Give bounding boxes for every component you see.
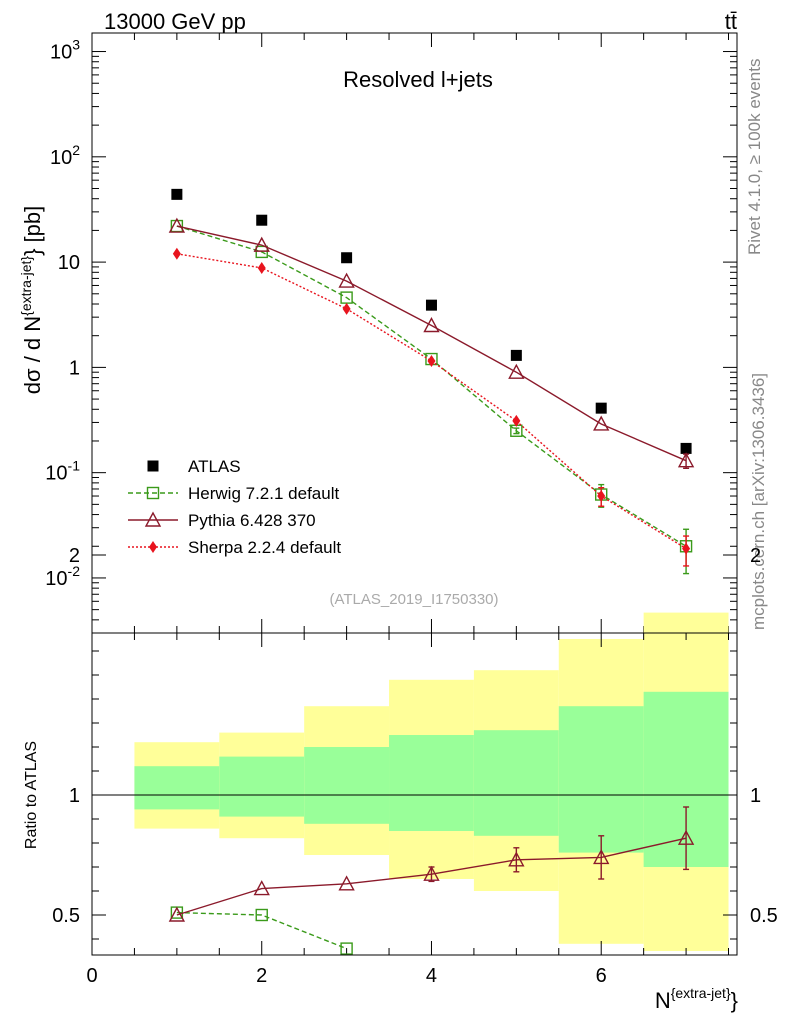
ratio-xlabel-sup: {extra-jet}: [671, 985, 731, 1001]
data-point: [512, 414, 521, 427]
data-point: [255, 245, 268, 259]
main-ylabel-tail: } [pb]: [20, 206, 45, 256]
data-point: [171, 188, 183, 200]
legend: ATLAS Herwig 7.2.1 default Pythia 6.428 37…: [128, 457, 341, 557]
data-point: [256, 214, 268, 226]
main-title: Resolved l+jets: [343, 67, 493, 92]
energy-label: 13000 GeV pp: [104, 9, 246, 34]
ratio-axis-ticks: 0.5 0.5 1 1 2 2 0 2 4 6: [52, 545, 778, 987]
ratio-series-line: [176, 911, 347, 950]
data-point: [425, 299, 437, 311]
data-point: [168, 217, 186, 233]
ratio-data-point: [423, 865, 440, 881]
data-point: [593, 415, 610, 431]
ratio-ytick-label-right: 0.5: [750, 905, 778, 927]
ratio-data-point: [168, 906, 186, 922]
legend-entry: ATLAS: [147, 457, 241, 476]
legend-marker: [144, 511, 162, 527]
ratio-series: [168, 806, 695, 955]
ratio-ytick-label: 2: [69, 545, 80, 567]
data-point: [427, 354, 436, 367]
process-label: tt̄: [725, 9, 737, 34]
main-panel: 10-2 10-1 1 10 102 103 Resolved l+jets (ATLAS…: [18, 32, 738, 634]
main-ytick-label: 10-2: [45, 563, 80, 590]
data-point: [172, 247, 181, 260]
ratio-data-point: [253, 880, 270, 896]
data-point: [508, 363, 525, 379]
ratio-frame: [91, 632, 738, 956]
data-point: [338, 272, 355, 288]
legend-label: Sherpa 2.2.4 default: [188, 538, 341, 557]
series-line: [176, 253, 687, 550]
ratio-data-point: [593, 848, 610, 865]
series-line: [176, 225, 687, 462]
ratio-xtick-label: 0: [86, 965, 97, 987]
legend-marker: [146, 486, 160, 500]
ratio-ytick-label-right: 2: [750, 545, 761, 567]
ratio-band-green: [134, 766, 220, 810]
legend-entry: Pythia 6.428 370: [128, 511, 316, 530]
legend-entry: Herwig 7.2.1 default: [128, 484, 339, 503]
data-point: [257, 261, 266, 274]
data-point: [253, 236, 270, 252]
watermark: (ATLAS_2019_I1750330): [329, 591, 498, 608]
ratio-ytick-label: 1: [69, 785, 80, 807]
data-point: [341, 252, 353, 264]
data-point: [680, 442, 692, 454]
ratio-xlabel-main: N: [655, 988, 671, 1013]
ratio-xtick-label: 6: [596, 965, 607, 987]
data-point: [510, 349, 522, 361]
series-atlas: [171, 188, 692, 454]
main-ylabel: dσ / d N{extra-jet}} [pb]: [18, 206, 45, 394]
data-point: [595, 402, 607, 414]
mcplots-label: mcplots.cern.ch [arXiv:1306.3436]: [749, 373, 768, 630]
ratio-data-point: [508, 851, 525, 867]
legend-label: Herwig 7.2.1 default: [188, 484, 339, 503]
ratio-series-pythia-6-428-370: [168, 806, 695, 922]
ratio-band-green: [304, 747, 390, 824]
data-point: [423, 317, 440, 333]
series-sherpa-2-2-4-default: [172, 247, 691, 567]
main-ylabel-main: dσ / d N: [20, 316, 45, 394]
ratio-data-point: [340, 942, 353, 955]
data-point: [682, 542, 691, 555]
main-ytick-label: 103: [50, 37, 80, 64]
main-ytick-label: 1: [69, 357, 80, 379]
ratio-band-green: [389, 735, 474, 831]
main-ytick-label: 10-1: [45, 458, 80, 485]
data-point: [597, 490, 606, 503]
ratio-band-green: [219, 756, 305, 817]
ratio-xlabel: N{extra-jet}}: [655, 985, 738, 1013]
main-ytick-label: 102: [50, 142, 80, 169]
ratio-band-green: [473, 730, 559, 836]
ratio-xtick-label: 2: [256, 965, 267, 987]
ratio-data-point: [255, 908, 268, 922]
legend-label: Pythia 6.428 370: [188, 511, 316, 530]
main-series: [168, 188, 695, 575]
main-ytick-label: 10: [58, 252, 80, 274]
ratio-data-point: [338, 875, 355, 891]
series-pythia-6-428-370: [168, 217, 695, 470]
ratio-ytick-label: 0.5: [52, 905, 80, 927]
ratio-band-green: [558, 706, 644, 853]
main-axis-ticks: 10-2 10-1 1 10 102 103: [45, 33, 737, 634]
ratio-xlabel-tail: }: [731, 988, 738, 1013]
data-point: [342, 302, 351, 315]
data-point: [677, 452, 695, 468]
rivet-label: Rivet 4.1.0, ≥ 100k events: [745, 59, 764, 255]
ratio-ylabel: Ratio to ATLAS: [23, 741, 40, 849]
ratio-ytick-label-right: 1: [750, 785, 761, 807]
ratio-panel: 0.5 0.5 1 1 2 2 0 2 4 6 Ratio to ATLAS N{extra-je…: [23, 545, 778, 1013]
legend-label: ATLAS: [188, 457, 241, 476]
main-ylabel-sup: {extra-jet}: [18, 256, 34, 316]
svg-text:dσ / d N{extra-jet}} [pb]: dσ / d N{extra-jet}} [pb]: [18, 206, 45, 394]
legend-marker: [149, 541, 157, 553]
ratio-xtick-label: 4: [426, 965, 437, 987]
legend-entry: Sherpa 2.2.4 default: [128, 538, 341, 557]
ratio-data-point: [677, 829, 695, 845]
legend-marker: [147, 460, 159, 472]
